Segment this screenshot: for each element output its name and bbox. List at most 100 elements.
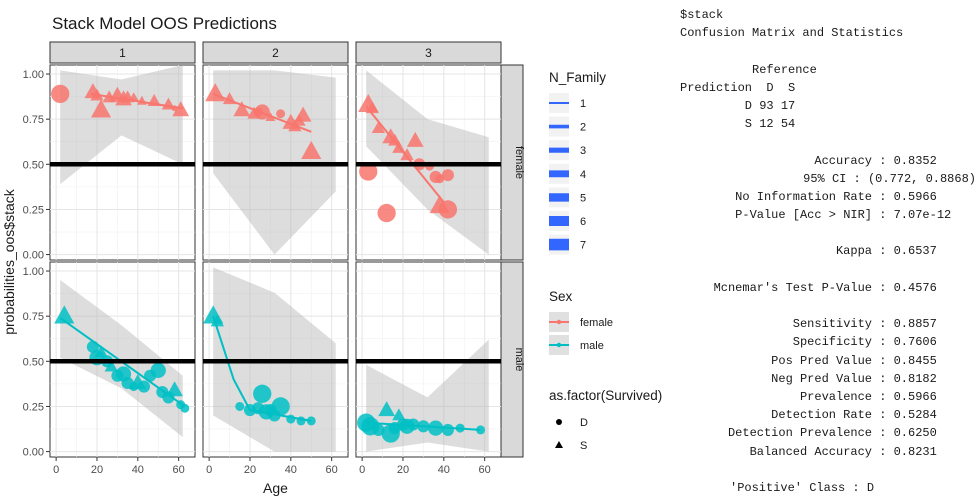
legend-label-survived: S bbox=[580, 440, 587, 452]
data-point-survived bbox=[210, 314, 224, 327]
data-point-died bbox=[359, 162, 378, 181]
confusion-matrix-output: $stack Confusion Matrix and Statistics R… bbox=[680, 6, 976, 497]
x-tick-label: 40 bbox=[132, 464, 144, 476]
legend-label-n-family: 6 bbox=[580, 216, 586, 228]
x-axis-title: Age bbox=[263, 480, 288, 496]
legend-label-sex: male bbox=[580, 340, 604, 352]
data-point-died bbox=[441, 169, 454, 182]
legend-label-n-family: 3 bbox=[580, 145, 586, 157]
data-point-survived bbox=[233, 101, 251, 117]
facet-strip-col bbox=[202, 41, 349, 64]
stat-row-mcnemar: Mcnemar's Test P-Value : 0.4576 bbox=[713, 280, 937, 295]
faceted-scatter-chart: Stack Model OOS Predictions 1 2 3 female male… bbox=[1, 14, 662, 496]
legend-key-circle bbox=[556, 419, 562, 425]
data-point-died bbox=[407, 418, 420, 431]
facet-label-col: 3 bbox=[425, 46, 432, 60]
matrix-row-s: S 12 54 bbox=[680, 117, 796, 132]
data-point-died bbox=[441, 423, 454, 436]
data-point-died bbox=[253, 384, 272, 403]
facet-label-row: male bbox=[513, 348, 525, 372]
legend-label-n-family: 2 bbox=[580, 122, 586, 134]
legend-title-n-family: N_Family bbox=[549, 70, 606, 85]
fit-line bbox=[212, 315, 312, 422]
data-point-survived bbox=[301, 140, 322, 159]
stat-row: Specificity : 0.7606 bbox=[792, 335, 937, 350]
stat-row: Detection Rate : 0.5284 bbox=[771, 408, 937, 423]
x-tick-label: 20 bbox=[397, 464, 409, 476]
data-point-died bbox=[377, 203, 396, 223]
data-point-survived bbox=[392, 408, 406, 421]
y-tick-label: 0.00 bbox=[23, 447, 44, 459]
fit-line bbox=[90, 92, 183, 110]
data-point-survived bbox=[378, 401, 396, 417]
y-tick-label: 0.25 bbox=[23, 401, 44, 413]
x-tick-label: 60 bbox=[326, 464, 338, 476]
x-tick-label: 60 bbox=[479, 464, 491, 476]
data-point-died bbox=[137, 380, 150, 393]
stat-row: Prevalence : 0.5966 bbox=[799, 389, 937, 404]
stat-row: No Information Rate : 0.5966 bbox=[735, 189, 937, 204]
data-point-survived bbox=[90, 99, 112, 118]
y-tick-label: 1.00 bbox=[23, 266, 44, 278]
y-tick-label: 0.00 bbox=[23, 250, 44, 262]
stat-row-kappa: Kappa : 0.6537 bbox=[835, 244, 937, 259]
legend-title-sex: Sex bbox=[549, 289, 573, 304]
data-point-survived bbox=[94, 345, 108, 358]
stat-row: Pos Pred Value : 0.8455 bbox=[771, 353, 937, 368]
fit-line bbox=[366, 421, 481, 431]
x-tick-label: 60 bbox=[173, 464, 185, 476]
legend-label-n-family: 7 bbox=[580, 240, 586, 252]
panel-data-male-1 bbox=[54, 280, 190, 438]
data-point-died bbox=[276, 109, 286, 119]
legend-key-triangle bbox=[555, 441, 563, 448]
console-subheader: Confusion Matrix and Statistics bbox=[680, 26, 904, 41]
data-point-survived bbox=[406, 131, 424, 147]
x-tick-label: 20 bbox=[91, 464, 103, 476]
chart-title: Stack Model OOS Predictions bbox=[52, 14, 277, 33]
data-point-survived bbox=[371, 121, 386, 134]
y-tick-label: 0.75 bbox=[23, 311, 44, 323]
data-point-died bbox=[51, 84, 70, 104]
x-tick-label: 20 bbox=[244, 464, 256, 476]
legend-label-sex: female bbox=[580, 317, 613, 329]
reference-header: Reference bbox=[680, 62, 817, 77]
data-point-survived bbox=[294, 106, 312, 122]
stat-row: Sensitivity : 0.8857 bbox=[792, 317, 937, 332]
data-point-survived bbox=[128, 92, 139, 102]
data-point-died bbox=[438, 200, 458, 219]
y-axis-title: probabilities_oos$stack bbox=[1, 188, 17, 335]
data-point-died bbox=[150, 362, 166, 378]
legend-key-dot bbox=[556, 342, 562, 348]
matrix-row-d: D 93 17 bbox=[680, 98, 796, 113]
y-tick-label: 0.75 bbox=[23, 114, 44, 126]
x-tick-label: 0 bbox=[53, 464, 59, 476]
legend-label-n-family: 4 bbox=[580, 169, 586, 181]
x-tick-label: 0 bbox=[206, 464, 212, 476]
data-point-survived bbox=[104, 359, 118, 372]
prediction-header: Prediction D S bbox=[680, 80, 796, 95]
data-point-died bbox=[372, 423, 385, 436]
panel-data-male-3 bbox=[357, 339, 489, 452]
legend-key-dot bbox=[556, 319, 562, 325]
stat-row: Balanced Accuracy : 0.8231 bbox=[749, 444, 937, 459]
panel-data-female-1 bbox=[51, 65, 190, 185]
y-tick-label: 0.25 bbox=[23, 204, 44, 216]
y-tick-label: 1.00 bbox=[23, 69, 44, 81]
facet-label-col: 1 bbox=[119, 46, 126, 60]
legend-label-n-family: 5 bbox=[580, 192, 586, 204]
legend-label-n-family: 1 bbox=[580, 98, 586, 110]
stat-row: Detection Prevalence : 0.6250 bbox=[727, 426, 937, 441]
x-tick-label: 0 bbox=[359, 464, 365, 476]
facet-label-col: 2 bbox=[272, 46, 279, 60]
confidence-band bbox=[60, 280, 183, 438]
fit-line bbox=[365, 105, 445, 203]
fit-line bbox=[212, 92, 312, 133]
data-point-survived bbox=[54, 305, 75, 324]
data-point-survived bbox=[400, 148, 414, 161]
data-point-died bbox=[271, 397, 290, 416]
x-tick-label: 40 bbox=[285, 464, 297, 476]
stat-row: Neg Pred Value : 0.8182 bbox=[771, 371, 937, 386]
stat-row: P-Value [Acc > NIR] : 7.07e-12 bbox=[735, 208, 952, 223]
data-point-died bbox=[235, 401, 245, 411]
data-point-survived bbox=[166, 381, 183, 397]
